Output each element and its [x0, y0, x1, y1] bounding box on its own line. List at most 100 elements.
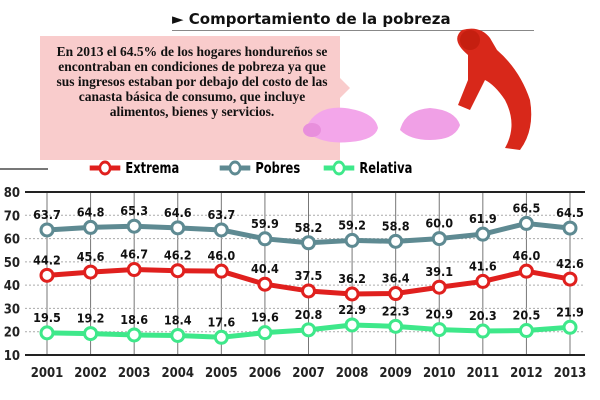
- data-label-relativa: 19.5: [33, 310, 61, 325]
- x-tick-label: 2011: [467, 366, 500, 381]
- data-label-relativa: 18.4: [164, 312, 192, 327]
- legend: Extrema Pobres Relativa: [0, 158, 600, 180]
- data-label-pobres: 66.5: [513, 200, 541, 215]
- data-point-pobres: [301, 235, 316, 251]
- legend-label: Pobres: [255, 159, 301, 177]
- data-label-extrema: 36.4: [382, 271, 410, 286]
- data-point-relativa: [431, 322, 447, 338]
- data-label-relativa: 20.3: [469, 308, 497, 323]
- y-tick-label: 40: [4, 279, 20, 294]
- info-box-pointer: [340, 78, 350, 98]
- data-point-pobres: [257, 231, 273, 247]
- data-label-pobres: 59.2: [338, 217, 366, 232]
- data-point-extrema: [170, 263, 186, 279]
- data-label-relativa: 22.3: [382, 303, 410, 318]
- illustration: [303, 28, 532, 150]
- legend-marker-extrema: [89, 160, 121, 176]
- data-label-pobres: 60.0: [425, 216, 453, 231]
- info-box-text: En 2013 el 64.5% de los hogares hondureñ…: [56, 44, 328, 119]
- data-point-pobres: [39, 222, 55, 238]
- data-point-pobres: [344, 232, 360, 248]
- data-label-extrema: 46.0: [513, 248, 541, 263]
- data-point-extrema: [388, 286, 404, 302]
- y-tick-label: 60: [4, 233, 20, 248]
- data-point-pobres: [562, 220, 578, 236]
- data-label-relativa: 17.6: [207, 314, 235, 329]
- legend-label: Relativa: [359, 159, 413, 177]
- data-label-extrema: 39.1: [425, 264, 453, 279]
- data-label-relativa: 20.9: [425, 307, 453, 322]
- x-tick-label: 2005: [205, 366, 238, 381]
- data-point-extrema: [431, 279, 447, 295]
- data-label-pobres: 59.9: [251, 216, 279, 231]
- data-point-pobres: [518, 215, 534, 231]
- data-label-extrema: 46.7: [120, 247, 148, 262]
- data-label-extrema: 36.2: [338, 271, 366, 286]
- legend-item-relativa: Relativa: [322, 158, 412, 178]
- data-label-extrema: 45.6: [77, 249, 105, 264]
- data-point-relativa: [170, 327, 186, 343]
- data-point-extrema: [83, 264, 99, 280]
- data-label-relativa: 22.9: [338, 302, 366, 317]
- data-label-extrema: 46.0: [207, 248, 235, 263]
- data-point-pobres: [170, 220, 186, 236]
- data-label-pobres: 64.8: [77, 204, 105, 219]
- y-tick-label: 50: [4, 256, 20, 271]
- data-label-relativa: 21.9: [556, 304, 584, 319]
- legend-item-pobres: Pobres: [218, 158, 300, 178]
- x-tick-label: 2003: [118, 366, 151, 381]
- data-label-pobres: 63.7: [207, 207, 235, 222]
- x-tick-label: 2004: [161, 366, 194, 381]
- data-point-relativa: [83, 326, 99, 342]
- data-point-relativa: [213, 329, 229, 345]
- chart-title: ► Comportamiento de la pobreza: [172, 10, 534, 31]
- data-label-relativa: 19.6: [251, 310, 279, 325]
- person-icon: [457, 28, 532, 150]
- x-tick-label: 2012: [510, 366, 543, 381]
- x-tick-label: 2002: [74, 366, 107, 381]
- y-tick-label: 70: [4, 209, 20, 224]
- legend-item-extrema: Extrema: [88, 158, 179, 178]
- data-point-extrema: [257, 276, 273, 292]
- data-point-relativa: [344, 317, 360, 333]
- x-tick-label: 2013: [554, 366, 587, 381]
- y-tick-label: 20: [4, 326, 20, 341]
- data-label-extrema: 42.6: [556, 256, 584, 271]
- data-label-relativa: 19.2: [77, 311, 105, 326]
- data-point-extrema: [126, 262, 142, 278]
- x-tick-label: 2001: [31, 366, 64, 381]
- y-tick-label: 30: [4, 302, 20, 317]
- data-point-extrema: [562, 271, 578, 287]
- data-label-extrema: 46.2: [164, 248, 192, 263]
- data-label-pobres: 58.2: [295, 220, 323, 235]
- x-tick-label: 2008: [336, 366, 369, 381]
- data-point-pobres: [126, 218, 142, 234]
- x-tick-label: 2010: [423, 366, 456, 381]
- data-label-relativa: 18.6: [120, 312, 148, 327]
- data-point-extrema: [518, 263, 534, 279]
- data-point-relativa: [257, 325, 273, 341]
- data-label-pobres: 61.9: [469, 211, 497, 226]
- x-tick-label: 2009: [379, 366, 412, 381]
- data-point-pobres: [213, 222, 229, 238]
- data-point-extrema: [39, 267, 55, 283]
- x-tick-label: 2007: [292, 366, 325, 381]
- data-label-pobres: 64.6: [164, 205, 192, 220]
- data-point-pobres: [431, 231, 447, 247]
- data-point-relativa: [39, 325, 55, 341]
- data-label-extrema: 37.5: [295, 268, 323, 283]
- data-label-pobres: 63.7: [33, 207, 61, 222]
- legend-marker-relativa: [323, 160, 355, 176]
- data-point-pobres: [83, 219, 99, 235]
- data-label-pobres: 64.5: [556, 205, 584, 220]
- y-tick-label: 80: [4, 186, 20, 201]
- data-point-extrema: [301, 283, 316, 299]
- data-point-extrema: [213, 263, 229, 279]
- info-box: [40, 36, 340, 160]
- data-point-pobres: [388, 233, 404, 249]
- data-point-relativa: [562, 319, 578, 335]
- data-label-extrema: 44.2: [33, 252, 61, 267]
- x-tick-label: 2006: [249, 366, 282, 381]
- broken-piggy-bank-icon: [303, 107, 460, 143]
